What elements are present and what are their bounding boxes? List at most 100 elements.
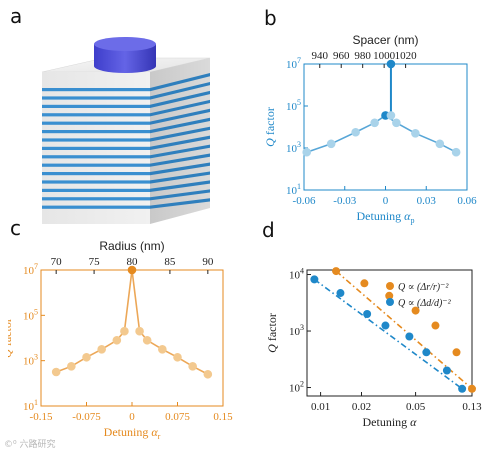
mirror-layer-front xyxy=(42,138,150,142)
data-point xyxy=(82,352,91,362)
chart-d-loglog-detuning: 0.01 0.02 0.05 0.13 102 103 104 Q factor Detunin… xyxy=(265,267,482,429)
x-tick-label: 0.15 xyxy=(213,411,233,423)
mirror-layer-side xyxy=(150,198,210,209)
bragg-mirror-layers xyxy=(42,73,210,209)
top-tick-label: 1020 xyxy=(395,50,418,62)
x-axis-title: Detuning αp xyxy=(357,209,415,225)
top-tick-label: 80 xyxy=(127,256,139,268)
mirror-layer-front xyxy=(42,104,150,108)
x-tick-label: 0 xyxy=(129,411,135,423)
top-tick-label: 980 xyxy=(354,50,371,62)
x-tick-label: 0.13 xyxy=(462,401,482,413)
data-point xyxy=(411,306,420,315)
data-point xyxy=(363,310,372,319)
mirror-layer-side xyxy=(150,117,210,134)
mirror-layer-front xyxy=(42,121,150,125)
disk-resonator xyxy=(94,37,156,73)
data-point xyxy=(370,118,379,128)
mirror-layer-side xyxy=(150,81,210,100)
top-tick-label: 75 xyxy=(89,256,101,268)
panel-letter-d: d xyxy=(262,218,275,242)
y-tick-label: 103 xyxy=(289,323,304,338)
top-tick-label: 85 xyxy=(164,256,176,268)
mirror-layer-front xyxy=(42,146,150,150)
mirror-layer-front xyxy=(42,180,150,184)
legend-label: Q ∝ (Δr/r)⁻² xyxy=(398,282,449,293)
x-axis-title: Detuning α xyxy=(363,415,418,429)
data-point xyxy=(351,127,360,137)
data-point xyxy=(392,118,401,128)
chart-b-spacer-detuning: -0.06 -0.03 0 0.03 0.06 940 960 980 1000 1020 Spac… xyxy=(264,33,477,225)
data-point xyxy=(336,289,345,298)
data-point xyxy=(203,369,213,379)
data-point xyxy=(302,147,312,157)
y-tick-label: 107 xyxy=(23,262,38,277)
top-tick-label: 940 xyxy=(312,50,329,62)
mirror-layer-front xyxy=(42,172,150,176)
data-point xyxy=(142,335,152,345)
data-point xyxy=(120,326,129,336)
mirror-layer-front xyxy=(42,88,150,92)
x-tick-label: 0.01 xyxy=(311,401,330,413)
mirror-layer-side xyxy=(150,108,210,125)
data-point xyxy=(381,321,390,330)
mirror-layer-side xyxy=(150,99,210,117)
data-point xyxy=(51,367,61,377)
x-tick-label: -0.15 xyxy=(30,411,53,423)
plot-frame xyxy=(306,269,473,397)
panel-letter-c: c xyxy=(10,216,21,240)
mirror-layer-side xyxy=(150,73,210,92)
data-point xyxy=(452,348,461,357)
data-point xyxy=(385,291,394,300)
data-point xyxy=(127,265,137,275)
mirror-layer-side xyxy=(150,189,210,201)
y-tick-label: 107 xyxy=(286,56,301,71)
data-point xyxy=(386,59,396,69)
y-tick-label: 101 xyxy=(286,182,301,197)
y-axis-title: Q factor xyxy=(265,313,279,353)
data-point xyxy=(451,147,461,157)
data-point xyxy=(67,362,76,371)
data-point xyxy=(435,139,445,149)
legend-label: Q ∝ (Δd/d)⁻² xyxy=(398,298,452,309)
data-point xyxy=(326,139,336,149)
top-tick-label: 960 xyxy=(333,50,350,62)
x-axis-title: Detuning αr xyxy=(104,425,161,441)
mirror-layer-side xyxy=(150,126,210,142)
mirror-layer-side xyxy=(150,180,210,192)
mirror-layer-front xyxy=(42,155,150,159)
series-line xyxy=(55,269,209,375)
legend-marker xyxy=(386,298,394,306)
mirror-layer-front xyxy=(42,130,150,134)
y-tick-label: 105 xyxy=(286,98,301,113)
device-schematic xyxy=(41,37,211,224)
y-tick-label: 104 xyxy=(289,267,304,282)
top-tick-label: 1000 xyxy=(373,50,396,62)
top-axis-title: Radius (nm) xyxy=(99,239,164,253)
x-tick-label: 0.05 xyxy=(406,401,426,413)
y-tick-label: 101 xyxy=(23,398,38,413)
plot-frame xyxy=(40,269,224,407)
y-axis-title: Q factor xyxy=(264,107,277,147)
data-point xyxy=(386,111,396,120)
mirror-layer-front xyxy=(42,96,150,100)
x-tick-label: 0.02 xyxy=(352,401,371,413)
data-point xyxy=(135,326,144,336)
data-point xyxy=(422,348,431,357)
data-point xyxy=(458,384,467,393)
y-tick-label: 103 xyxy=(23,353,38,368)
mirror-layer-front xyxy=(42,197,150,201)
x-tick-label: -0.075 xyxy=(72,411,101,423)
panel-letter-a: a xyxy=(10,4,23,28)
x-tick-label: 0 xyxy=(383,195,389,207)
y-tick-label: 103 xyxy=(286,140,301,155)
x-tick-label: 0.075 xyxy=(165,411,190,423)
mirror-layer-front xyxy=(42,188,150,192)
data-point xyxy=(310,275,319,284)
data-point xyxy=(332,267,341,276)
mirror-layer-side xyxy=(150,162,210,176)
data-point xyxy=(405,332,414,341)
data-point xyxy=(188,362,197,371)
data-point xyxy=(173,352,182,362)
plot-frame xyxy=(303,63,468,191)
